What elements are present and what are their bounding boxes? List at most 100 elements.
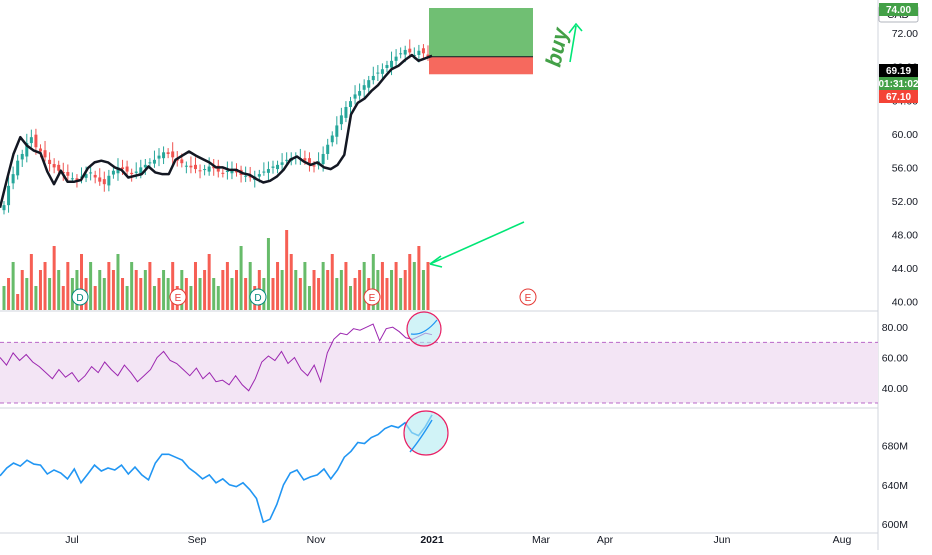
candle-body	[412, 54, 416, 56]
candle-body	[203, 169, 207, 171]
volume-bar	[376, 270, 380, 310]
volume-bar	[421, 270, 425, 310]
volume-bar	[111, 270, 115, 310]
rsi-line	[0, 323, 433, 392]
candle-body	[111, 170, 115, 175]
time-tick-label: 2021	[420, 534, 444, 546]
candle-body	[385, 65, 389, 68]
volume-bar	[207, 254, 211, 310]
volume-bar	[412, 262, 416, 310]
arrow-line	[429, 221, 525, 265]
target-zone	[429, 8, 533, 57]
volume-bar	[371, 254, 375, 310]
stop-price-badge-bg	[879, 90, 918, 103]
volume-bar	[2, 286, 6, 310]
volume-bar	[139, 278, 143, 310]
volume-bar	[248, 262, 252, 310]
time-tick-label: Jul	[65, 534, 78, 546]
volume-bar	[80, 254, 84, 310]
volume-bar	[7, 278, 11, 310]
volume-bar	[408, 254, 412, 310]
candle-body	[367, 80, 371, 88]
volume-bar	[326, 270, 330, 310]
candle-body	[225, 170, 229, 173]
candle-body	[426, 54, 430, 57]
volume-bar	[298, 278, 302, 310]
volume-bar	[312, 270, 316, 310]
candle-body	[280, 162, 284, 165]
price-tick-label: 44.00	[892, 263, 918, 275]
volume-bar	[134, 270, 138, 310]
candle-body	[34, 134, 38, 148]
candle-body	[303, 158, 307, 161]
rsi-tick-label: 40.00	[882, 383, 908, 395]
candle-body	[66, 172, 70, 176]
obv-pane	[0, 414, 433, 524]
volume-bar	[107, 262, 111, 310]
volume-bar	[130, 262, 134, 310]
candle-body	[98, 177, 102, 182]
volume-bar	[25, 278, 29, 310]
volume-bar	[93, 286, 97, 310]
price-tick-label: 40.00	[892, 297, 918, 309]
price-tick-label: 56.00	[892, 162, 918, 174]
volume-bar	[394, 262, 398, 310]
volume-bar	[184, 278, 188, 310]
obv-tick-label: 600M	[882, 519, 908, 531]
volume-bar	[230, 278, 234, 310]
candle-body	[57, 164, 61, 171]
volume-bar	[358, 270, 362, 310]
candle-body	[52, 164, 56, 168]
candle-body	[157, 155, 161, 159]
volume-bar	[266, 238, 270, 310]
volume-bar	[98, 270, 102, 310]
time-axis[interactable]: Jul Sep Nov 2021 Mar Apr Jun Aug	[65, 534, 851, 546]
time-tick-label: Jun	[714, 534, 731, 546]
candle-body	[262, 171, 266, 173]
volume-bar	[244, 278, 248, 310]
candle-body	[376, 72, 380, 74]
event-marker-label: E	[525, 293, 532, 304]
candle-body	[20, 153, 24, 160]
volume-bar	[143, 270, 147, 310]
volume-bar	[125, 286, 129, 310]
candle-body	[394, 56, 398, 61]
candle-body	[116, 167, 120, 174]
rsi-pane	[0, 323, 878, 404]
user-drawings: buy	[403, 22, 583, 456]
candle-body	[134, 171, 138, 173]
rsi-tick-label: 60.00	[882, 352, 908, 364]
volume-bar	[152, 286, 156, 310]
volume-bar	[353, 278, 357, 310]
price-tick-label: 60.00	[892, 129, 918, 141]
volume-bar	[339, 270, 343, 310]
candle-body	[198, 170, 202, 172]
candle-body	[257, 174, 261, 177]
candle-body	[130, 172, 134, 175]
volume-bar	[203, 270, 207, 310]
moving-average-line	[0, 53, 433, 208]
volume-bar	[221, 270, 225, 310]
candle-body	[48, 159, 52, 165]
candle-body	[148, 162, 152, 164]
candle-body	[221, 172, 225, 174]
price-axis[interactable]: 40.0044.0048.0052.0056.0060.0064.0068.00…	[882, 28, 918, 531]
countdown-badge-bg	[879, 77, 918, 90]
volume-bar	[380, 262, 384, 310]
time-tick-label: Aug	[833, 534, 852, 546]
candle-body	[125, 166, 129, 172]
volume-bar	[426, 262, 430, 310]
candle-body	[166, 152, 170, 154]
candle-body	[16, 160, 20, 176]
volume-bar	[307, 286, 311, 310]
event-marker-circle	[363, 288, 381, 306]
volume-bar	[61, 286, 65, 310]
volume-bar	[66, 262, 70, 310]
trade-zones	[429, 8, 533, 75]
volume-bar	[189, 286, 193, 310]
candle-body	[162, 152, 166, 159]
candle-body	[285, 159, 289, 161]
candle-body	[7, 185, 11, 206]
